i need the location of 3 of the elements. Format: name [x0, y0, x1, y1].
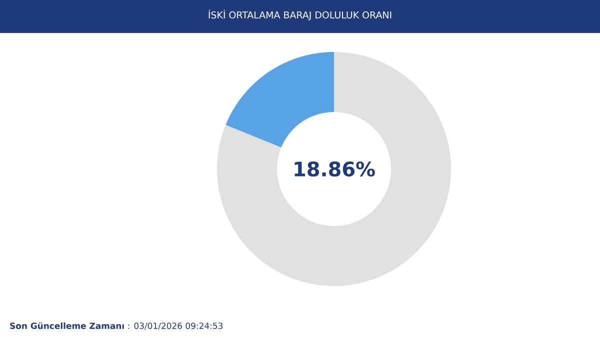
chart-title: İSKİ ORTALAMA BARAJ DOLULUK ORANI — [208, 10, 392, 20]
text: 18.86% — [294, 161, 375, 177]
text: Son Güncelleme Zamanı : 03/01/2026 09:24:53 — [10, 322, 223, 330]
